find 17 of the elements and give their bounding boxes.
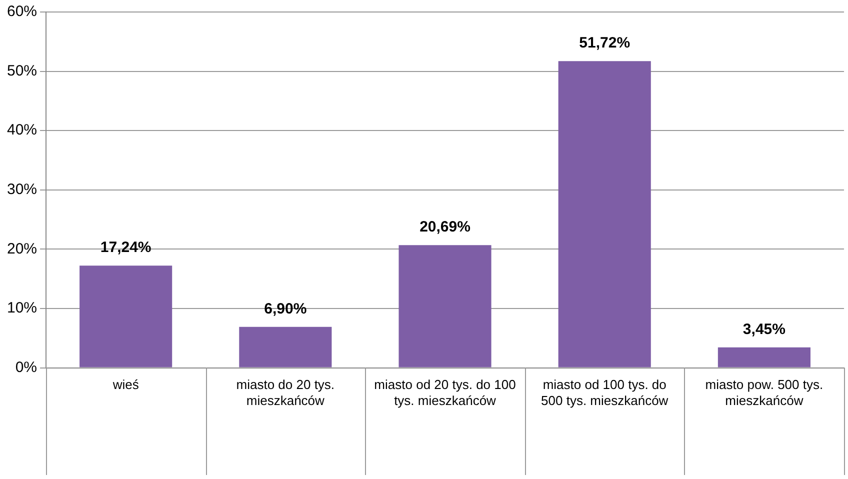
y-tick-label: 30% [6,181,38,198]
y-tick-label: 50% [6,62,38,80]
x-tick-label: miasto do 20 tys. mieszkańców [236,377,335,408]
data-label: 17,24% [100,239,152,256]
x-tick-label: miasto od 20 tys. do 100 tys. mieszkańców [374,377,516,408]
y-tick-label: 60% [6,3,38,20]
y-tick-label: 40% [6,122,38,139]
data-label: 20,69% [420,218,470,236]
data-label: 51,72% [579,34,630,52]
x-tick-label: wieś [112,377,140,392]
y-tick-label: 20% [6,240,38,258]
x-tick-label: miasto od 100 tys. do 500 tys. mieszkańców [541,377,669,408]
data-label: 3,45% [742,320,786,338]
x-tick-label: miasto pow. 500 tys. mieszkańców [705,377,824,408]
data-label: 6,90% [264,300,307,318]
y-tick-label: 0% [15,358,38,376]
y-tick-label: 10% [6,300,38,317]
